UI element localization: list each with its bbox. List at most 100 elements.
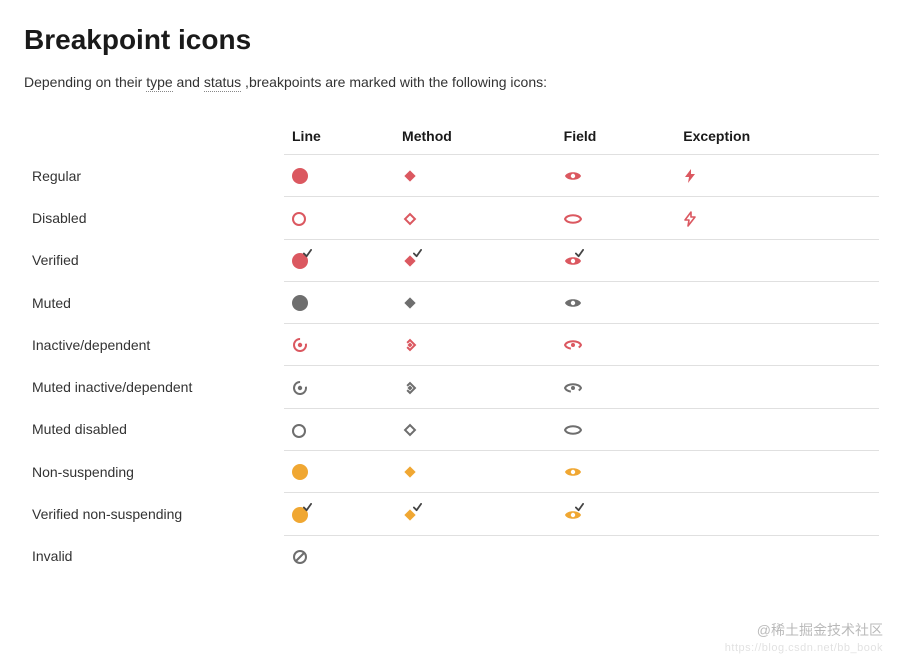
intro-post: ,breakpoints are marked with the followi… (241, 74, 547, 90)
slash-icon (292, 549, 308, 565)
icon-cell (284, 281, 394, 323)
icon-cell (675, 451, 879, 493)
icon-cell (284, 451, 394, 493)
diamond-ring-icon (402, 211, 418, 227)
eye-ring-icon (564, 211, 580, 227)
icon-cell (284, 155, 394, 197)
icon-cell (394, 155, 556, 197)
icon-cell (284, 239, 394, 281)
eye-fill-icon (564, 168, 580, 184)
icon-cell (394, 366, 556, 408)
table-row: Disabled (24, 197, 879, 239)
eye-fill-icon (564, 295, 580, 311)
circle-fill-icon (292, 464, 308, 480)
circle-check-icon (292, 253, 308, 269)
diamond-partial-icon (402, 337, 418, 353)
table-row: Muted inactive/dependent (24, 366, 879, 408)
row-label: Invalid (24, 535, 284, 577)
row-label: Regular (24, 155, 284, 197)
icon-cell (675, 535, 879, 577)
icon-cell (675, 324, 879, 366)
icon-cell (284, 324, 394, 366)
icon-cell (394, 493, 556, 535)
eye-ring-icon (564, 422, 580, 438)
icon-cell (394, 408, 556, 450)
icon-cell (284, 535, 394, 577)
eye-check-icon (564, 507, 580, 523)
icon-cell (284, 197, 394, 239)
intro-text: Depending on their type and status ,brea… (24, 74, 879, 90)
row-label: Muted inactive/dependent (24, 366, 284, 408)
table-row: Verified non-suspending (24, 493, 879, 535)
icon-cell (675, 366, 879, 408)
row-label: Verified (24, 239, 284, 281)
icon-cell (284, 366, 394, 408)
icon-cell (394, 239, 556, 281)
icon-cell (675, 408, 879, 450)
intro-mid: and (173, 74, 204, 90)
icon-cell (556, 239, 676, 281)
icon-cell (556, 535, 676, 577)
intro-pre: Depending on their (24, 74, 146, 90)
diamond-fill-icon (402, 295, 418, 311)
icon-cell (675, 155, 879, 197)
icon-cell (556, 493, 676, 535)
circle-partial-icon (292, 380, 308, 396)
circle-fill-icon (292, 295, 308, 311)
icon-cell (284, 408, 394, 450)
row-label: Non-suspending (24, 451, 284, 493)
icon-cell (556, 451, 676, 493)
bolt-fill-icon (683, 168, 699, 184)
row-label: Muted disabled (24, 408, 284, 450)
watermark: @稀土掘金技术社区 (757, 620, 883, 640)
diamond-fill-icon (402, 464, 418, 480)
page-title: Breakpoint icons (24, 24, 879, 56)
diamond-fill-icon (402, 168, 418, 184)
circle-fill-icon (292, 168, 308, 184)
eye-fill-icon (564, 464, 580, 480)
icon-cell (675, 281, 879, 323)
breakpoint-icons-table: Line Method Field Exception RegularDisab… (24, 118, 879, 577)
col-exception: Exception (675, 118, 879, 155)
circle-ring-icon (292, 424, 306, 438)
circle-ring-icon (292, 212, 306, 226)
diamond-partial-icon (402, 380, 418, 396)
table-row: Invalid (24, 535, 879, 577)
icon-cell (675, 239, 879, 281)
icon-cell (556, 155, 676, 197)
icon-cell (394, 535, 556, 577)
term-status[interactable]: status (204, 74, 241, 92)
icon-cell (556, 197, 676, 239)
icon-cell (394, 197, 556, 239)
bolt-ring-icon (683, 211, 699, 227)
icon-cell (394, 281, 556, 323)
eye-partial-icon (564, 380, 580, 396)
term-type[interactable]: type (146, 74, 172, 92)
icon-cell (556, 281, 676, 323)
icon-cell (675, 493, 879, 535)
eye-check-icon (564, 253, 580, 269)
table-row: Muted disabled (24, 408, 879, 450)
col-field: Field (556, 118, 676, 155)
icon-cell (556, 366, 676, 408)
diamond-check-icon (402, 507, 418, 523)
table-row: Muted (24, 281, 879, 323)
icon-cell (675, 197, 879, 239)
col-method: Method (394, 118, 556, 155)
icon-cell (556, 408, 676, 450)
col-line: Line (284, 118, 394, 155)
diamond-ring-icon (402, 422, 418, 438)
eye-partial-icon (564, 337, 580, 353)
row-label: Verified non-suspending (24, 493, 284, 535)
icon-cell (394, 451, 556, 493)
icon-cell (556, 324, 676, 366)
table-row: Non-suspending (24, 451, 879, 493)
watermark-sub: https://blog.csdn.net/bb_book (725, 642, 883, 654)
table-row: Regular (24, 155, 879, 197)
icon-cell (284, 493, 394, 535)
table-row: Inactive/dependent (24, 324, 879, 366)
diamond-check-icon (402, 253, 418, 269)
row-label: Inactive/dependent (24, 324, 284, 366)
table-row: Verified (24, 239, 879, 281)
row-label: Muted (24, 281, 284, 323)
